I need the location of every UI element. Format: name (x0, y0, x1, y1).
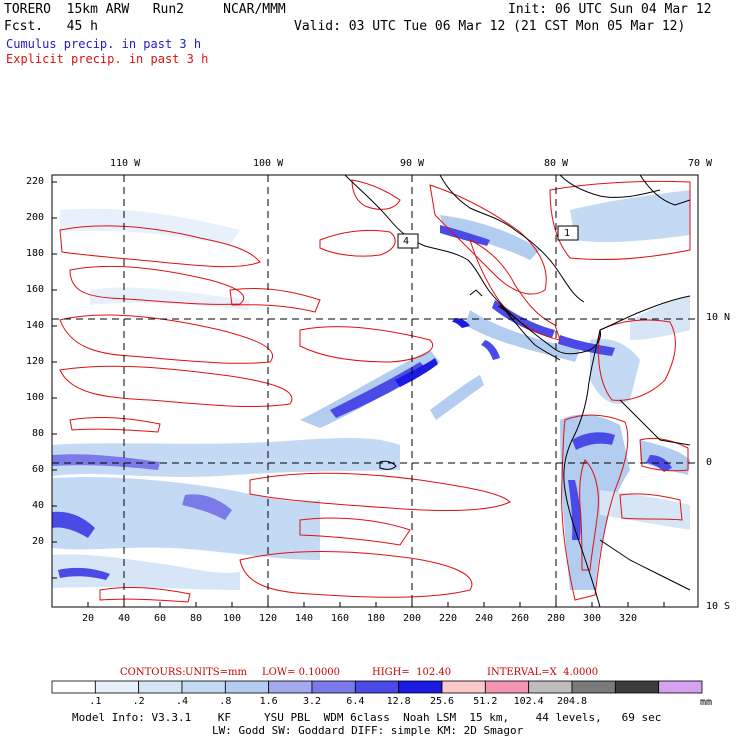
model-title: TORERO 15km ARW Run2 NCAR/MMM (4, 2, 286, 17)
colorbar-swatch (311, 680, 356, 694)
colorbar-swatch (441, 680, 486, 694)
explicit-legend: Explicit precip. in past 3 h (6, 52, 209, 66)
contour-label-box-2 (557, 225, 579, 241)
x-tick-label: 220 (439, 613, 458, 624)
x-tick-label: 120 (259, 613, 278, 624)
colorbar (51, 680, 703, 694)
contours-units: UNITS=mm (185, 667, 247, 678)
y-tick-label: 100 (26, 392, 45, 403)
x-tick-label: 80 (190, 613, 203, 624)
x-tick-label: 180 (367, 613, 386, 624)
colorbar-label: 51.2 (473, 696, 498, 707)
colorbar-swatch (224, 680, 270, 694)
x-tick-label: 20 (82, 613, 95, 624)
colorbar-label: 3.2 (302, 696, 322, 707)
colorbar-label: 25.6 (429, 696, 455, 707)
colorbar-label: 6.4 (346, 696, 365, 707)
colorbar-swatch (94, 680, 140, 694)
forecast-hour: Fcst. 45 h (4, 19, 98, 34)
colorbar-swatch (484, 680, 530, 694)
model-info: Model Info: V3.3.1 KF YSU PBL WDM 6class… (72, 711, 662, 724)
x-tick-label: 60 (154, 613, 167, 624)
colorbar-swatch (354, 680, 400, 694)
heavy-precip-cores (52, 225, 672, 580)
x-tick-label: 200 (403, 613, 422, 624)
colorbar-unit: mm (700, 697, 713, 708)
colorbar-swatch (181, 680, 226, 694)
x-tick-label: 40 (118, 613, 131, 624)
contours-high: HIGH= 102.40 (372, 667, 452, 678)
x-tick-label: 140 (295, 613, 314, 624)
init-time: Init: 06 UTC Sun 04 Mar 12 (508, 2, 712, 17)
lon-label: 70 W (688, 158, 713, 169)
cumulus-legend: Cumulus precip. in past 3 h (6, 37, 202, 51)
colorbar-swatch (528, 680, 573, 694)
colorbar-label: 204.8 (556, 696, 588, 707)
colorbar-label: 1.6 (259, 696, 278, 707)
physics-info: LW: Godd SW: Goddard DIFF: simple KM: 2D… (212, 724, 524, 737)
y-tick-label: 140 (26, 320, 45, 331)
colorbar-label: .8 (219, 696, 232, 707)
lat-label: 10 S (706, 601, 731, 612)
colorbar-swatch (51, 680, 96, 694)
contours-interval: INTERVAL=X 4.0000 (487, 667, 599, 678)
colorbar-swatch (658, 680, 703, 694)
colorbar-swatch (138, 680, 183, 694)
y-tick-label: 60 (32, 464, 45, 475)
x-tick-label: 260 (511, 613, 530, 624)
x-tick-label: 320 (619, 613, 638, 624)
colorbar-swatch (268, 680, 313, 694)
contour-label-1: 4 (403, 236, 410, 247)
y-tick-label: 220 (26, 176, 45, 187)
explicit-precip-contours (59, 179, 691, 603)
y-tick-label: 20 (32, 536, 45, 547)
y-tick-label: 120 (26, 356, 45, 367)
lon-label: 110 W (110, 158, 141, 169)
y-tick-label: 40 (32, 500, 45, 511)
y-tick-label: 180 (26, 248, 45, 259)
colorbar-label: .1 (89, 696, 102, 707)
x-tick-label: 240 (475, 613, 494, 624)
x-tick-label: 280 (547, 613, 566, 624)
colorbar-swatch (571, 680, 616, 694)
contours-low: LOW= 0.10000 (262, 667, 341, 678)
y-tick-label: 200 (26, 212, 45, 223)
colorbar-label: 12.8 (386, 696, 411, 707)
map-frame (51, 174, 699, 608)
colorbar-swatch (398, 680, 443, 694)
x-tick-label: 100 (223, 613, 242, 624)
colorbar-label: .2 (132, 696, 145, 707)
valid-time: Valid: 03 UTC Tue 06 Mar 12 (21 CST Mon … (294, 19, 686, 34)
contour-label-2: 1 (564, 228, 571, 239)
lon-label: 100 W (253, 158, 284, 169)
x-tick-label: 300 (583, 613, 602, 624)
contours-label: CONTOURS: (120, 667, 186, 678)
colorbar-swatch (614, 680, 660, 694)
contour-label-box-1 (397, 233, 419, 249)
lon-label: 80 W (544, 158, 569, 169)
colorbar-label: 102.4 (513, 696, 544, 707)
colorbar-label: .4 (175, 696, 189, 707)
lat-label: 10 N (706, 312, 731, 323)
lat-label: 0 (706, 457, 713, 468)
x-tick-label: 160 (331, 613, 350, 624)
y-tick-label: 80 (32, 428, 45, 439)
coastlines (344, 175, 691, 607)
y-tick-label: 160 (26, 284, 45, 295)
axis-ticks (52, 181, 665, 607)
lon-label: 90 W (400, 158, 425, 169)
